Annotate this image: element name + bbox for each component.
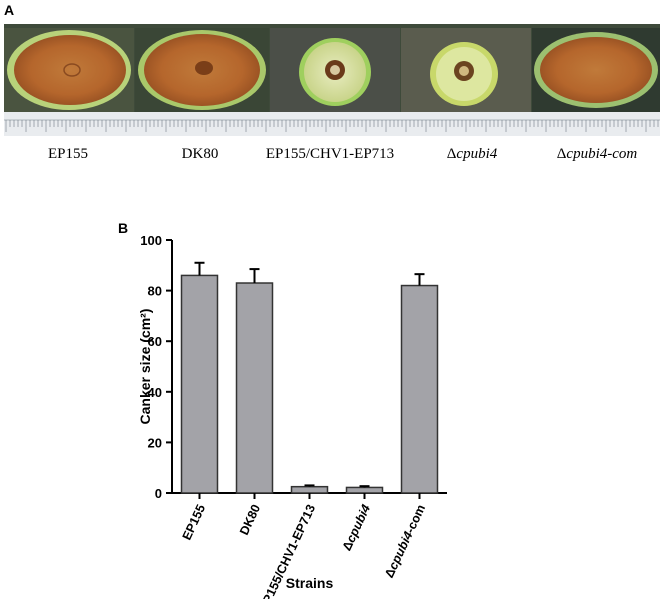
canker-photo-deletion [401,28,531,112]
canker-photo-hypovirulent [270,28,400,112]
strain-label-prefix: Δ [446,146,457,162]
y-tick-label: 80 [148,284,162,299]
y-tick-label: 60 [148,334,162,349]
canker-photo-strip [4,24,660,136]
y-axis-title: Canker size (cm²) [137,309,153,425]
x-category-label: DK80 [237,502,263,537]
panel-a-letter: A [4,2,15,18]
canker-photo-dk80 [135,28,269,112]
bar-2 [235,282,274,494]
bar-1 [180,274,219,494]
strain-label: Δcpubi4 [447,146,497,163]
panel-b-letter: B [118,220,129,236]
y-tick-label: 100 [140,233,162,248]
strain-label: Δcpubi4-com [557,146,637,163]
canker-photo-ep155 [4,28,134,112]
strain-label-text: DK80 [181,146,219,162]
bar-3 [290,485,329,494]
x-category-label: Δcpubi4-com [382,502,428,580]
x-category-label: EP155 [180,502,209,542]
canker-photo-complemented [532,28,660,112]
strain-label-text: EP155 [47,146,89,162]
strain-label-text: EP155/CHV1-EP713 [265,146,395,162]
x-axis-title: Strains [286,575,334,591]
x-category-label: Δcpubi4 [340,502,374,553]
bar-4 [345,486,384,494]
strain-label: EP155/CHV1-EP713 [266,146,394,163]
strain-label-prefix: Δ [556,146,567,162]
y-tick-label: 40 [148,385,162,400]
strain-label: DK80 [182,146,219,163]
strain-label-italic: cpubi4-com [566,146,638,162]
strain-label-italic: cpubi4 [456,146,498,162]
strain-label: EP155 [48,146,88,163]
y-tick-label: 20 [148,435,162,450]
y-tick-label: 0 [155,486,162,501]
bar-5 [400,284,439,494]
